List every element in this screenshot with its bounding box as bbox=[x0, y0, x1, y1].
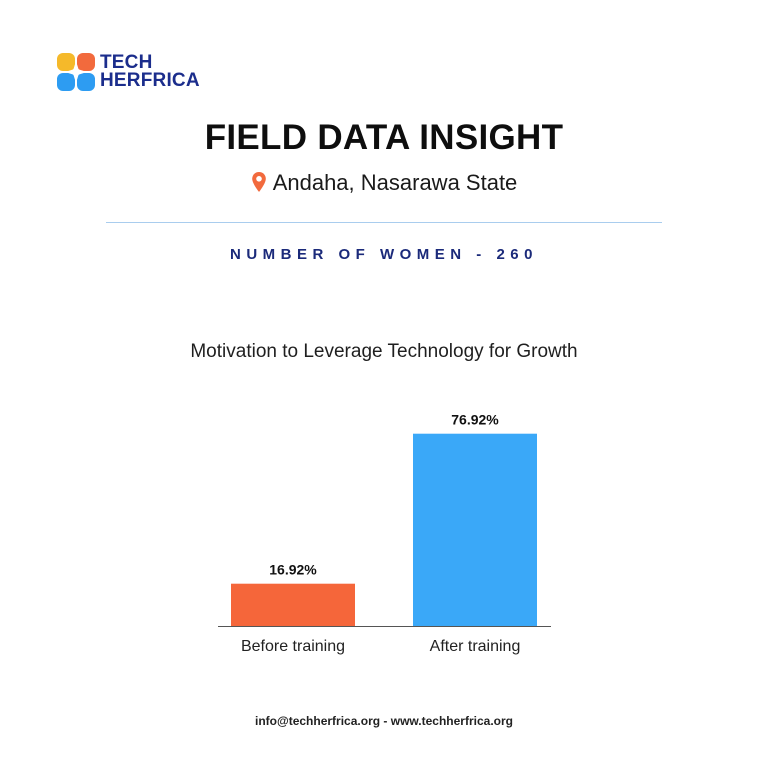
techherfrica-logo-icon bbox=[57, 53, 95, 91]
bar-value-label: 16.92% bbox=[269, 562, 317, 578]
bar-value-label: 76.92% bbox=[451, 412, 499, 428]
bar bbox=[413, 433, 537, 626]
location-pin-icon bbox=[251, 172, 266, 192]
bar bbox=[231, 583, 355, 626]
location-line: Andaha, Nasarawa State bbox=[0, 170, 768, 196]
brand-name: TECH HERFRICA bbox=[100, 52, 200, 91]
x-tick-label: After training bbox=[430, 638, 521, 655]
brand-logo: TECH HERFRICA bbox=[56, 52, 216, 96]
location-text: Andaha, Nasarawa State bbox=[272, 170, 518, 195]
page-title: FIELD DATA INSIGHT bbox=[204, 118, 564, 157]
contact-footer: info@techherfrica.org - www.techherfrica… bbox=[255, 714, 513, 728]
chart-title: Motivation to Leverage Technology for Gr… bbox=[190, 341, 578, 362]
x-tick-label: Before training bbox=[241, 638, 345, 655]
divider bbox=[106, 222, 662, 223]
women-count-heading: NUMBER OF WOMEN - 260 bbox=[229, 246, 538, 263]
brand-name-line1: TECH bbox=[100, 52, 153, 73]
brand-name-line2: HERFRICA bbox=[100, 70, 200, 91]
